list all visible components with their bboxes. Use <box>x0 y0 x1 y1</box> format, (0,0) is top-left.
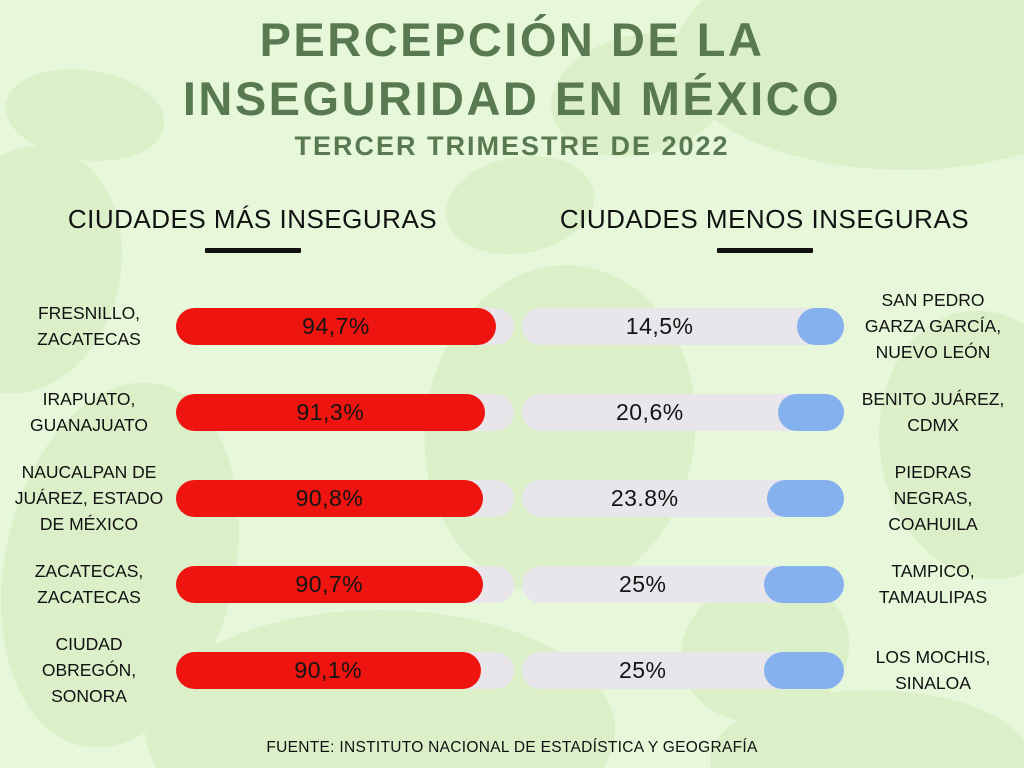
underline-mark-right <box>716 248 813 253</box>
bar-track-left: 91,3% <box>176 393 514 431</box>
bar-track-gray-zone: 20,6% <box>522 394 778 431</box>
city-label-right: BENITO JUÁREZ, CDMX <box>861 388 1005 435</box>
city-label-right: LOS MOCHIS, SINALOA <box>875 646 991 693</box>
city-label-left: CIUDAD OBREGÓN, SONORA <box>41 633 137 707</box>
chart-row: IRAPUATO, GUANAJUATO 91,3% 20,6% BENITO … <box>10 369 1014 455</box>
bar-value-label: 25% <box>618 570 667 597</box>
bar-value-label: 90,8% <box>295 484 364 511</box>
bar-track-right: 14,5% <box>522 307 844 345</box>
bar-value-label: 23.8% <box>610 484 679 511</box>
city-label-right: TAMPICO, TAMAULIPAS <box>878 560 988 607</box>
bar-value-label: 91,3% <box>296 398 365 425</box>
column-header-more-insecure-label: CIUDADES MÁS INSEGURAS <box>67 204 438 234</box>
column-header-less-insecure: CIUDADES MENOS INSEGURAS <box>505 204 1024 253</box>
bar-value-label: 90,7% <box>295 570 364 597</box>
page-header: PERCEPCIÓN DE LA INSEGURIDAD EN MÉXICO T… <box>0 0 1024 162</box>
bar-value-label: 14,5% <box>625 312 694 339</box>
chart-row: FRESNILLO, ZACATECAS 94,7% 14,5% SAN PED… <box>10 283 1014 369</box>
chart-row: ZACATECAS, ZACATECAS 90,7% 25% TAMPICO, … <box>10 541 1014 627</box>
bar-track-left: 90,8% <box>176 479 514 517</box>
page-subtitle: TERCER TRIMESTRE DE 2022 <box>294 131 730 161</box>
city-label-left: ZACATECAS, ZACATECAS <box>34 560 144 607</box>
bar-track-gray-zone: 25% <box>522 566 764 603</box>
bar-track-right: 25% <box>522 565 844 603</box>
bar-value-label: 25% <box>618 656 667 683</box>
bar-track-right: 20,6% <box>522 393 844 431</box>
bar-track-right: 25% <box>522 651 844 689</box>
column-header-more-insecure: CIUDADES MÁS INSEGURAS <box>0 204 505 253</box>
bar-fill-blue <box>797 307 844 345</box>
bar-track-left: 90,1% <box>176 651 514 689</box>
city-label-left: FRESNILLO, ZACATECAS <box>37 302 141 349</box>
bar-fill-red: 90,1% <box>176 651 481 689</box>
column-headers: CIUDADES MÁS INSEGURAS CIUDADES MENOS IN… <box>0 204 1024 253</box>
bar-fill-red: 90,7% <box>176 565 483 603</box>
underline-mark-left <box>204 248 301 253</box>
bar-value-label: 90,1% <box>294 656 363 683</box>
column-header-less-insecure-label: CIUDADES MENOS INSEGURAS <box>559 204 970 234</box>
chart-row: NAUCALPAN DE JUÁREZ, ESTADO DE MÉXICO 90… <box>10 455 1014 541</box>
page-title-line1: PERCEPCIÓN DE LA <box>259 13 765 66</box>
bar-track-left: 90,7% <box>176 565 514 603</box>
bar-fill-blue <box>763 651 844 689</box>
bar-fill-blue <box>767 479 844 517</box>
bar-track-left: 94,7% <box>176 307 514 345</box>
bar-track-gray-zone: 14,5% <box>522 308 797 345</box>
chart-row: CIUDAD OBREGÓN, SONORA 90,1% 25% LOS MOC… <box>10 627 1014 713</box>
bar-fill-blue <box>777 393 844 431</box>
city-label-left: IRAPUATO, GUANAJUATO <box>30 388 148 435</box>
city-label-right: PIEDRAS NEGRAS, COAHUILA <box>888 461 978 535</box>
chart-rows: FRESNILLO, ZACATECAS 94,7% 14,5% SAN PED… <box>0 283 1024 713</box>
bar-fill-red: 91,3% <box>176 393 485 431</box>
city-label-right: SAN PEDRO GARZA GARCÍA, NUEVO LEÓN <box>864 289 1002 363</box>
bar-fill-red: 90,8% <box>176 479 483 517</box>
bar-fill-blue <box>763 565 844 603</box>
bar-track-right: 23.8% <box>522 479 844 517</box>
page-title-line2: INSEGURIDAD EN MÉXICO <box>182 72 842 125</box>
bar-value-label: 20,6% <box>615 398 684 425</box>
city-label-left: NAUCALPAN DE JUÁREZ, ESTADO DE MÉXICO <box>14 461 164 535</box>
bar-value-label: 94,7% <box>302 312 370 339</box>
bar-fill-red: 94,7% <box>176 307 497 345</box>
bar-track-gray-zone: 23.8% <box>522 480 767 517</box>
bar-track-gray-zone: 25% <box>522 652 764 689</box>
source-footer: FUENTE: INSTITUTO NACIONAL DE ESTADÍSTIC… <box>266 739 758 756</box>
